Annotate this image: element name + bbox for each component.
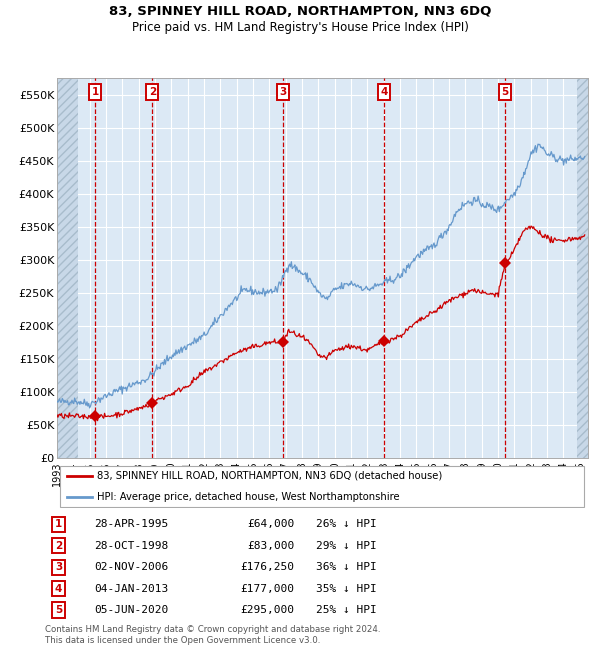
- Text: HPI: Average price, detached house, West Northamptonshire: HPI: Average price, detached house, West…: [97, 492, 400, 502]
- Text: 4: 4: [380, 87, 388, 97]
- Text: £83,000: £83,000: [248, 541, 295, 551]
- FancyBboxPatch shape: [59, 466, 584, 506]
- Text: 28-APR-1995: 28-APR-1995: [94, 519, 168, 529]
- Text: 36% ↓ HPI: 36% ↓ HPI: [317, 562, 377, 572]
- Text: 05-JUN-2020: 05-JUN-2020: [94, 605, 168, 615]
- Text: £64,000: £64,000: [248, 519, 295, 529]
- Text: 04-JAN-2013: 04-JAN-2013: [94, 584, 168, 593]
- Text: 3: 3: [55, 562, 62, 572]
- Bar: [57, 78, 78, 458]
- Text: £295,000: £295,000: [241, 605, 295, 615]
- Text: 5: 5: [502, 87, 509, 97]
- Text: 1: 1: [91, 87, 98, 97]
- Bar: [57, 78, 78, 458]
- Text: 2: 2: [149, 87, 156, 97]
- Text: 3: 3: [280, 87, 287, 97]
- Text: 83, SPINNEY HILL ROAD, NORTHAMPTON, NN3 6DQ: 83, SPINNEY HILL ROAD, NORTHAMPTON, NN3 …: [109, 5, 491, 18]
- Text: Price paid vs. HM Land Registry's House Price Index (HPI): Price paid vs. HM Land Registry's House …: [131, 21, 469, 34]
- Text: 29% ↓ HPI: 29% ↓ HPI: [317, 541, 377, 551]
- Text: 2: 2: [55, 541, 62, 551]
- Text: 35% ↓ HPI: 35% ↓ HPI: [317, 584, 377, 593]
- Bar: [577, 78, 588, 458]
- Bar: [577, 78, 588, 458]
- Text: 83, SPINNEY HILL ROAD, NORTHAMPTON, NN3 6DQ (detached house): 83, SPINNEY HILL ROAD, NORTHAMPTON, NN3 …: [97, 471, 442, 480]
- Text: 1: 1: [55, 519, 62, 529]
- Text: £176,250: £176,250: [241, 562, 295, 572]
- Text: 02-NOV-2006: 02-NOV-2006: [94, 562, 168, 572]
- Text: 4: 4: [55, 584, 62, 593]
- Text: 25% ↓ HPI: 25% ↓ HPI: [317, 605, 377, 615]
- Text: £177,000: £177,000: [241, 584, 295, 593]
- Text: 5: 5: [55, 605, 62, 615]
- Text: 26% ↓ HPI: 26% ↓ HPI: [317, 519, 377, 529]
- Text: Contains HM Land Registry data © Crown copyright and database right 2024.
This d: Contains HM Land Registry data © Crown c…: [45, 625, 380, 645]
- Text: 28-OCT-1998: 28-OCT-1998: [94, 541, 168, 551]
